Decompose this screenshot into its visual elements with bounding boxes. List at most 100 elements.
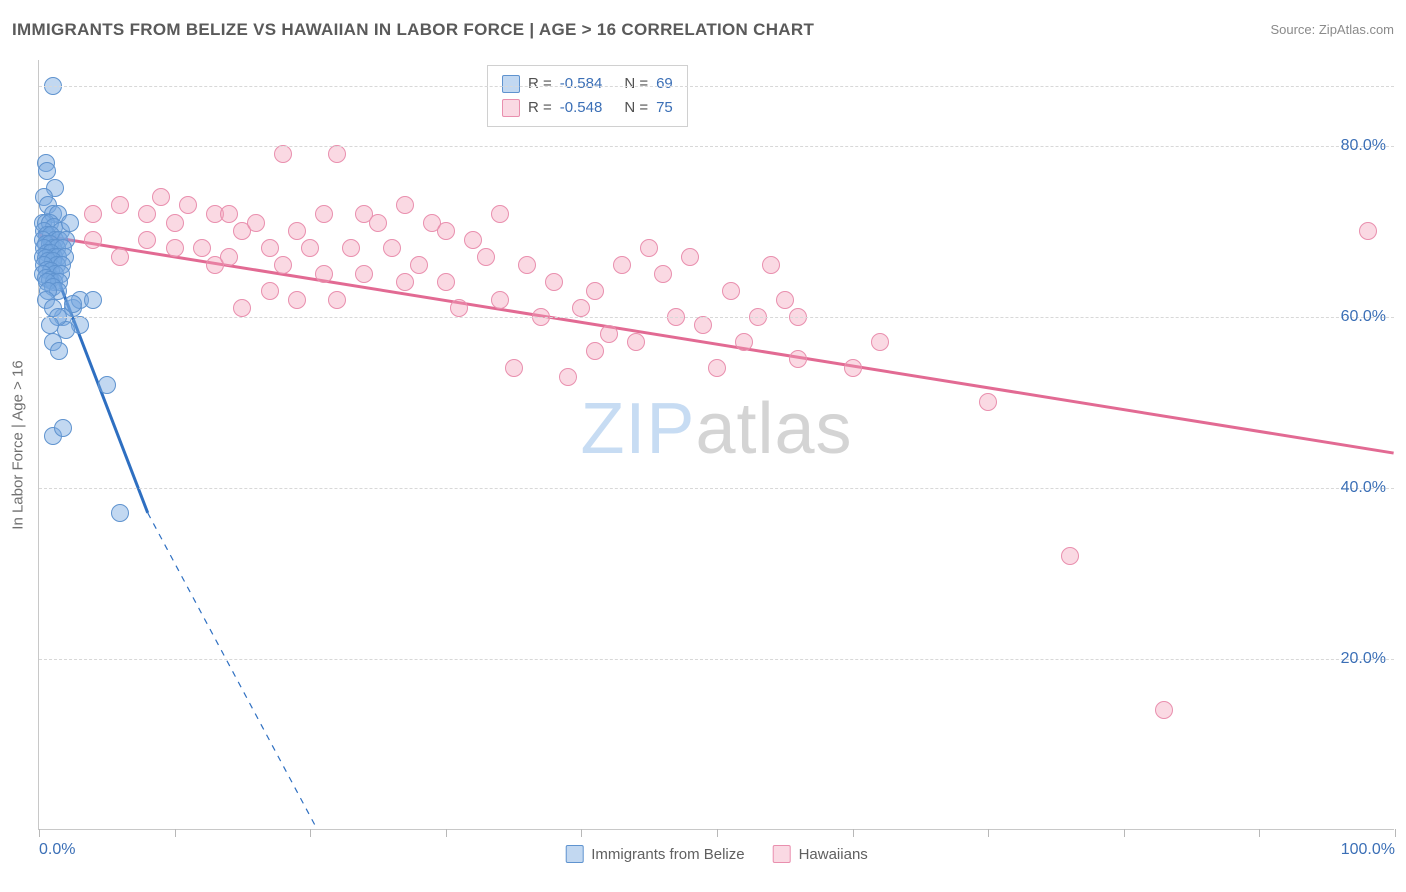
data-point (84, 231, 102, 249)
data-point (274, 256, 292, 274)
data-point (41, 316, 59, 334)
data-point (193, 239, 211, 257)
data-point (1061, 547, 1079, 565)
legend-n-label: N = (624, 72, 648, 96)
data-point (437, 222, 455, 240)
data-point (518, 256, 536, 274)
x-tick-label: 100.0% (1341, 841, 1395, 859)
data-point (654, 265, 672, 283)
gridline-h (39, 659, 1394, 660)
chart-root: IMMIGRANTS FROM BELIZE VS HAWAIIAN IN LA… (0, 0, 1406, 892)
gridline-h (39, 86, 1394, 87)
data-point (789, 350, 807, 368)
data-point (342, 239, 360, 257)
data-point (844, 359, 862, 377)
data-point (315, 205, 333, 223)
x-tick (1395, 829, 1396, 837)
data-point (61, 214, 79, 232)
data-point (979, 393, 997, 411)
y-axis-label: In Labor Force | Age > 16 (10, 360, 27, 529)
data-point (1155, 701, 1173, 719)
data-point (545, 273, 563, 291)
data-point (220, 205, 238, 223)
data-point (871, 333, 889, 351)
legend-r-label: R = (528, 96, 552, 120)
y-tick-label: 80.0% (1341, 137, 1386, 155)
legend-n-value: 69 (656, 72, 673, 96)
data-point (84, 291, 102, 309)
legend-series-name: Immigrants from Belize (591, 846, 744, 863)
gridline-h (39, 317, 1394, 318)
data-point (111, 196, 129, 214)
data-point (274, 145, 292, 163)
data-point (613, 256, 631, 274)
data-point (38, 162, 56, 180)
chart-title: IMMIGRANTS FROM BELIZE VS HAWAIIAN IN LA… (12, 20, 814, 40)
data-point (328, 145, 346, 163)
data-point (572, 299, 590, 317)
data-point (600, 325, 618, 343)
data-point (111, 248, 129, 266)
x-tick (988, 829, 989, 837)
x-tick (310, 829, 311, 837)
data-point (166, 214, 184, 232)
legend-bottom: Immigrants from Belize Hawaiians (565, 845, 868, 863)
data-point (694, 316, 712, 334)
legend-swatch (565, 845, 583, 863)
data-point (138, 231, 156, 249)
data-point (1359, 222, 1377, 240)
x-tick (175, 829, 176, 837)
trend-line (39, 235, 1393, 453)
data-point (450, 299, 468, 317)
legend-swatch (502, 75, 520, 93)
data-point (247, 214, 265, 232)
legend-top-row: R =-0.548N =75 (502, 96, 673, 120)
trend-line (148, 513, 317, 829)
data-point (491, 205, 509, 223)
data-point (315, 265, 333, 283)
data-point (477, 248, 495, 266)
data-point (437, 273, 455, 291)
data-point (640, 239, 658, 257)
legend-bottom-item: Immigrants from Belize (565, 845, 744, 863)
source-label: Source: ZipAtlas.com (1270, 22, 1394, 37)
data-point (220, 248, 238, 266)
gridline-h (39, 146, 1394, 147)
x-tick (581, 829, 582, 837)
plot-area: ZIPatlas R =-0.584N =69R =-0.548N =75 Im… (38, 60, 1394, 830)
data-point (396, 273, 414, 291)
legend-swatch (502, 99, 520, 117)
x-tick (1259, 829, 1260, 837)
data-point (288, 291, 306, 309)
data-point (410, 256, 428, 274)
data-point (708, 359, 726, 377)
data-point (559, 368, 577, 386)
x-tick (717, 829, 718, 837)
data-point (464, 231, 482, 249)
x-tick (853, 829, 854, 837)
data-point (491, 291, 509, 309)
data-point (64, 295, 82, 313)
data-point (166, 239, 184, 257)
legend-r-value: -0.584 (560, 72, 603, 96)
data-point (328, 291, 346, 309)
data-point (54, 419, 72, 437)
data-point (627, 333, 645, 351)
y-tick-label: 60.0% (1341, 308, 1386, 326)
data-point (722, 282, 740, 300)
data-point (681, 248, 699, 266)
gridline-h (39, 488, 1394, 489)
data-point (50, 342, 68, 360)
legend-series-name: Hawaiians (799, 846, 868, 863)
data-point (396, 196, 414, 214)
legend-top-row: R = -0.584 N = 69 (502, 72, 673, 96)
legend-r-label: R = (528, 72, 552, 96)
data-point (179, 196, 197, 214)
legend-bottom-item: Hawaiians (773, 845, 868, 863)
data-point (138, 205, 156, 223)
legend-n-label: N = (624, 96, 648, 120)
data-point (111, 504, 129, 522)
x-tick-label: 0.0% (39, 841, 75, 859)
trend-lines-svg (39, 60, 1394, 829)
data-point (383, 239, 401, 257)
